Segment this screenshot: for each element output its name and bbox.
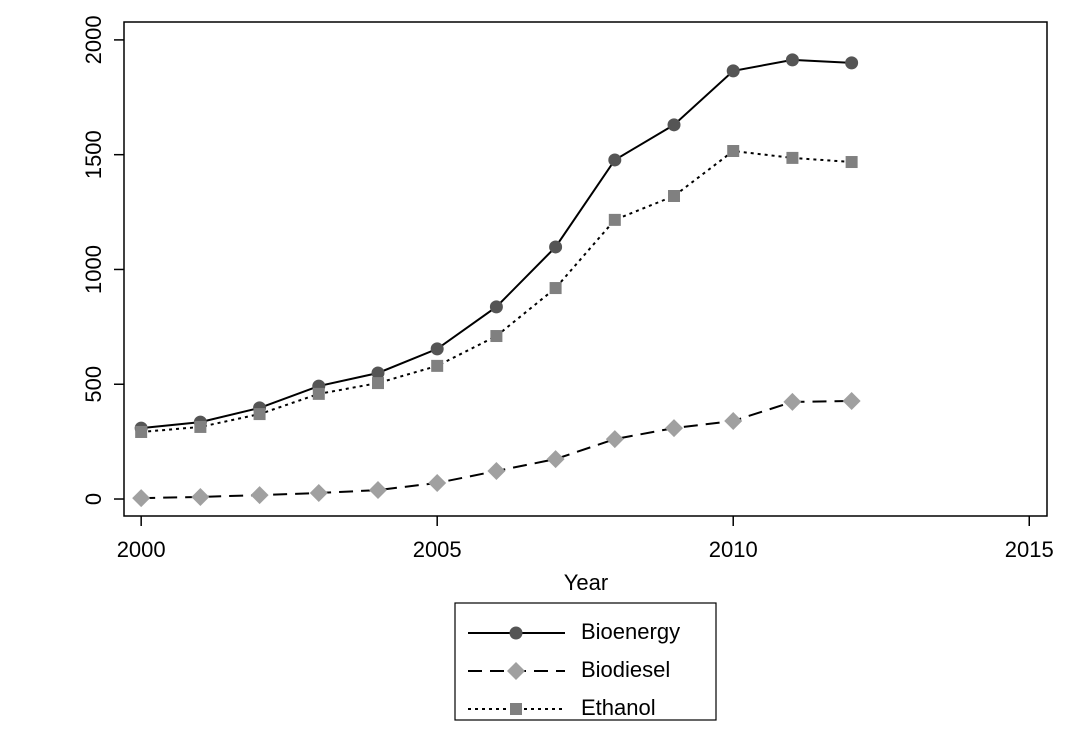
y-tick-label: 1500	[81, 130, 106, 179]
marker	[608, 153, 622, 167]
legend-box	[454, 602, 717, 721]
marker	[191, 487, 210, 506]
x-tick-label: 2015	[1005, 537, 1054, 562]
legend-marker	[509, 626, 523, 640]
y-tick-label: 500	[81, 366, 106, 403]
marker	[667, 118, 681, 132]
marker	[549, 282, 562, 295]
plot-frame	[123, 21, 1048, 517]
marker	[368, 481, 387, 500]
y-tick-label: 2000	[81, 15, 106, 64]
x-tick-label: 2000	[117, 537, 166, 562]
marker	[845, 156, 858, 169]
series-line	[141, 149, 852, 433]
x-tick-label: 2005	[413, 537, 462, 562]
series-line	[141, 399, 852, 500]
marker	[726, 64, 740, 78]
marker	[371, 377, 384, 390]
series-line	[141, 58, 852, 430]
marker	[371, 366, 385, 380]
marker	[785, 53, 799, 67]
marker	[608, 213, 621, 226]
marker	[724, 411, 743, 430]
legend-label: Ethanol	[581, 695, 656, 720]
marker	[428, 473, 447, 492]
legend-marker	[510, 703, 522, 715]
marker	[727, 145, 740, 158]
marker	[132, 489, 151, 508]
marker	[845, 56, 859, 70]
marker	[786, 151, 799, 164]
marker	[605, 430, 624, 449]
marker	[783, 392, 802, 411]
marker	[250, 486, 269, 505]
marker	[487, 462, 506, 481]
marker	[431, 359, 444, 372]
legend-label: Bioenergy	[581, 619, 680, 644]
y-tick-label: 0	[81, 493, 106, 505]
marker	[665, 419, 684, 438]
marker	[430, 342, 444, 356]
marker	[309, 484, 328, 503]
marker	[253, 408, 266, 421]
marker	[490, 330, 503, 343]
legend-marker	[507, 662, 525, 680]
marker	[668, 190, 681, 203]
x-tick-label: 2010	[709, 537, 758, 562]
marker	[546, 450, 565, 469]
marker	[194, 420, 207, 433]
legend-label: Biodiesel	[581, 657, 670, 682]
marker	[135, 425, 148, 438]
marker	[549, 240, 563, 254]
y-tick-label: 1000	[81, 245, 106, 294]
marker	[312, 387, 325, 400]
x-axis-title: Year	[564, 570, 608, 595]
marker	[842, 391, 861, 410]
marker	[489, 300, 503, 314]
